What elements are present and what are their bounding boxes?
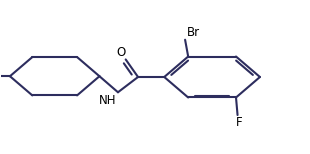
Text: F: F: [236, 116, 242, 129]
Text: NH: NH: [99, 94, 117, 107]
Text: O: O: [117, 46, 126, 59]
Text: Br: Br: [187, 26, 200, 39]
